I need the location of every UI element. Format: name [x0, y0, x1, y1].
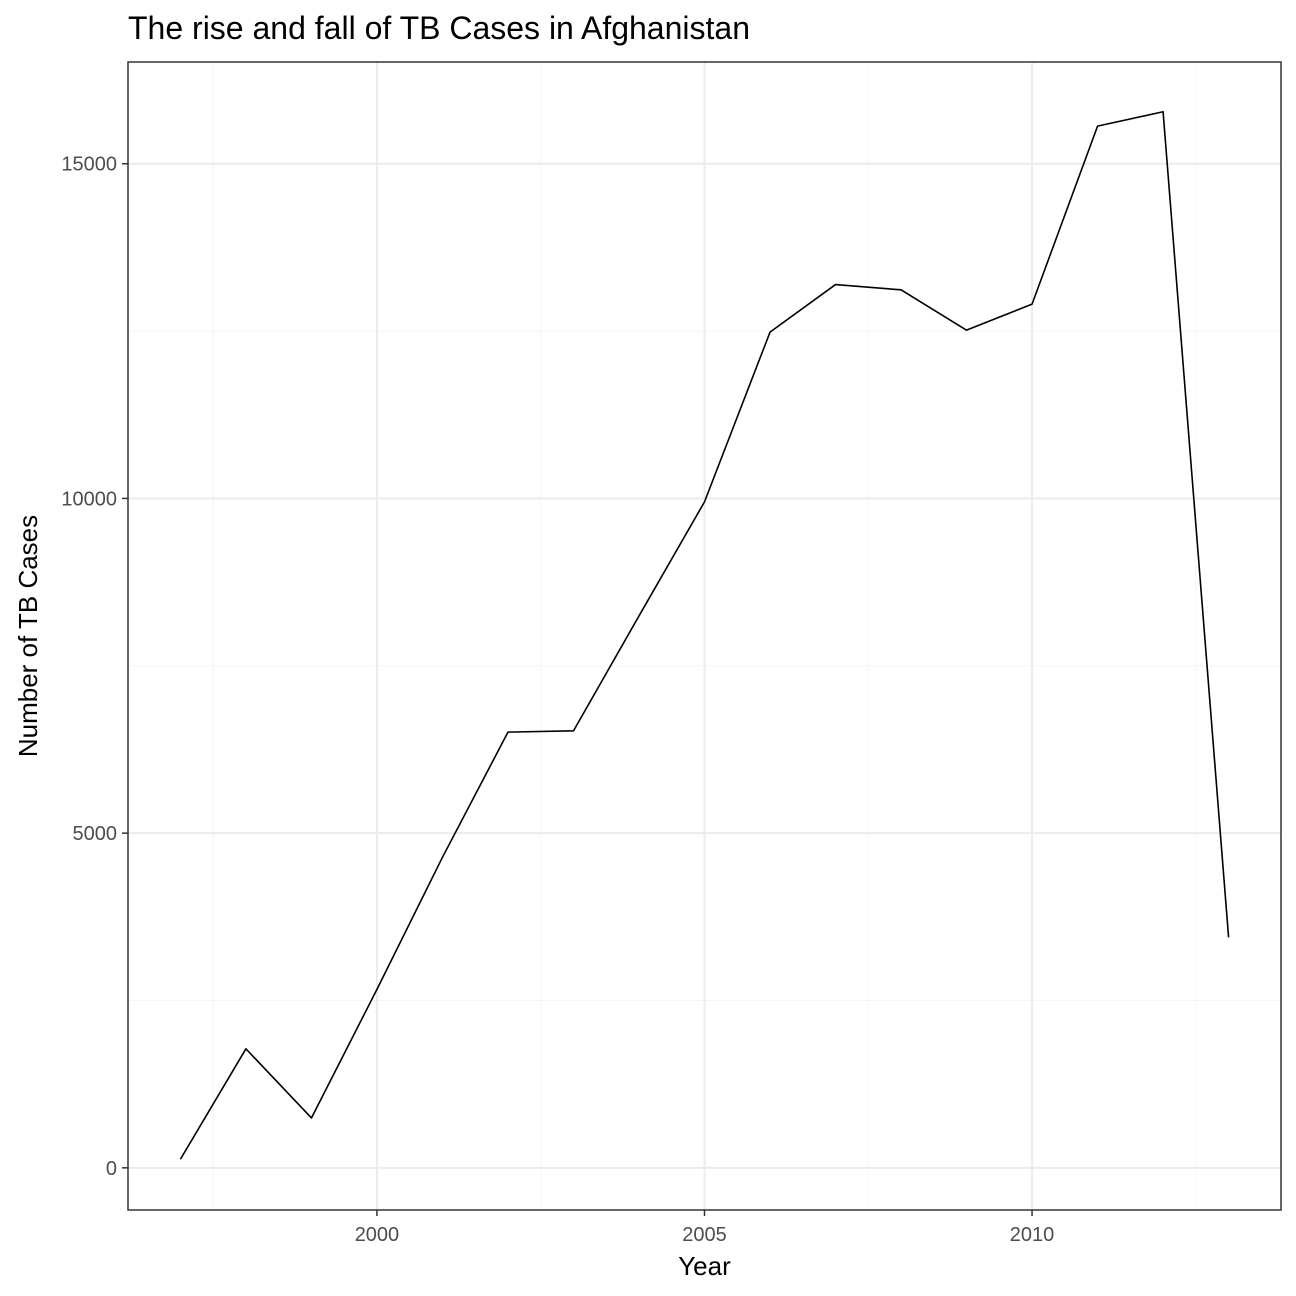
major-gridlines: [128, 62, 1281, 1210]
y-axis-ticks: 0 5000 10000 15000: [61, 154, 128, 1180]
y-tick-label: 15000: [61, 154, 117, 176]
series-line: [179, 110, 1230, 1160]
y-tick-label: 5000: [73, 823, 118, 845]
x-tick-label: 2010: [1010, 1224, 1055, 1246]
y-axis-title: Number of TB Cases: [13, 515, 43, 757]
chart-title: The rise and fall of TB Cases in Afghani…: [128, 10, 750, 46]
y-tick-label: 10000: [61, 488, 117, 510]
x-axis-title: Year: [678, 1251, 731, 1281]
x-tick-label: 2005: [682, 1224, 727, 1246]
x-tick-label: 2000: [355, 1224, 400, 1246]
series-layer: [179, 110, 1230, 1160]
y-tick-label: 0: [106, 1158, 117, 1180]
x-axis-ticks: 2000 2005 2010: [355, 1210, 1055, 1246]
